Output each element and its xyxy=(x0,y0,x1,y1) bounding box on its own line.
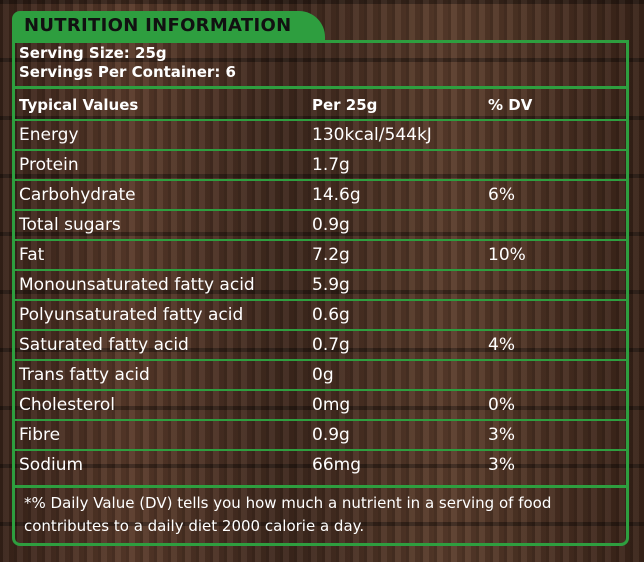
nutrient-daily-value: 3% xyxy=(488,455,515,475)
nutrient-amount: 1.7g xyxy=(312,155,350,175)
nutrient-name: Cholesterol xyxy=(19,395,115,415)
nutrient-amount: 0.6g xyxy=(312,305,350,325)
nutrient-name: Trans fatty acid xyxy=(19,365,150,385)
row-divider xyxy=(14,119,628,121)
page-title: NUTRITION INFORMATION xyxy=(24,15,292,36)
table-row: Saturated fatty acid 0.7g 4% xyxy=(19,330,619,360)
nutrient-amount: 0g xyxy=(312,365,334,385)
nutrient-name: Protein xyxy=(19,155,79,175)
nutrient-daily-value: 6% xyxy=(488,185,515,205)
nutrient-amount: 14.6g xyxy=(312,185,361,205)
row-divider xyxy=(14,449,628,451)
serving-size: Serving Size: 25g xyxy=(19,44,167,62)
nutrient-amount: 0.7g xyxy=(312,335,350,355)
nutrient-daily-value: 3% xyxy=(488,425,515,445)
nutrient-daily-value: 0% xyxy=(488,395,515,415)
column-header-typical-values: Typical Values xyxy=(19,96,139,114)
nutrient-name: Total sugars xyxy=(19,215,121,235)
nutrient-name: Saturated fatty acid xyxy=(19,335,189,355)
nutrient-amount: 7.2g xyxy=(312,245,350,265)
nutrient-name: Polyunsaturated fatty acid xyxy=(19,305,244,325)
nutrient-amount: 0.9g xyxy=(312,425,350,445)
row-divider xyxy=(14,239,628,241)
table-header: Typical Values Per 25g % DV xyxy=(19,90,619,120)
table-row: Fibre 0.9g 3% xyxy=(19,420,619,450)
table-row: Trans fatty acid 0g xyxy=(19,360,619,390)
column-header-daily-value: % DV xyxy=(488,96,533,114)
row-divider xyxy=(14,209,628,211)
nutrient-name: Monounsaturated fatty acid xyxy=(19,275,255,295)
nutrient-name: Sodium xyxy=(19,455,84,475)
row-divider xyxy=(14,419,628,421)
row-divider xyxy=(14,329,628,331)
nutrient-amount: 66mg xyxy=(312,455,361,475)
table-row: Carbohydrate 14.6g 6% xyxy=(19,180,619,210)
nutrition-panel xyxy=(12,40,629,546)
nutrient-amount: 0mg xyxy=(312,395,351,415)
table-row: Polyunsaturated fatty acid 0.6g xyxy=(19,300,619,330)
serving-info: Serving Size: 25g Servings Per Container… xyxy=(19,44,236,82)
table-row: Fat 7.2g 10% xyxy=(19,240,619,270)
row-divider xyxy=(14,389,628,391)
table-row: Protein 1.7g xyxy=(19,150,619,180)
row-divider xyxy=(14,269,628,271)
nutrient-name: Fibre xyxy=(19,425,61,445)
table-row: Monounsaturated fatty acid 5.9g xyxy=(19,270,619,300)
nutrient-amount: 5.9g xyxy=(312,275,350,295)
header-tab xyxy=(12,11,325,42)
nutrient-amount: 0.9g xyxy=(312,215,350,235)
table-row: Sodium 66mg 3% xyxy=(19,450,619,480)
row-divider xyxy=(14,299,628,301)
table-row: Energy 130kcal/544kJ xyxy=(19,120,619,150)
row-divider xyxy=(14,359,628,361)
nutrient-amount: 130kcal/544kJ xyxy=(312,125,432,145)
servings-per-container: Servings Per Container: 6 xyxy=(19,63,236,81)
nutrient-name: Energy xyxy=(19,125,79,145)
nutrient-name: Carbohydrate xyxy=(19,185,136,205)
column-header-per-serving: Per 25g xyxy=(312,96,378,114)
header-divider xyxy=(14,86,628,89)
row-divider xyxy=(14,149,628,151)
footnote: *% Daily Value (DV) tells you how much a… xyxy=(24,494,552,535)
table-row: Cholesterol 0mg 0% xyxy=(19,390,619,420)
nutrient-daily-value: 10% xyxy=(488,245,526,265)
row-divider xyxy=(14,179,628,181)
nutrient-daily-value: 4% xyxy=(488,335,515,355)
table-bottom-divider xyxy=(14,485,628,488)
nutrient-name: Fat xyxy=(19,245,45,265)
table-row: Total sugars 0.9g xyxy=(19,210,619,240)
